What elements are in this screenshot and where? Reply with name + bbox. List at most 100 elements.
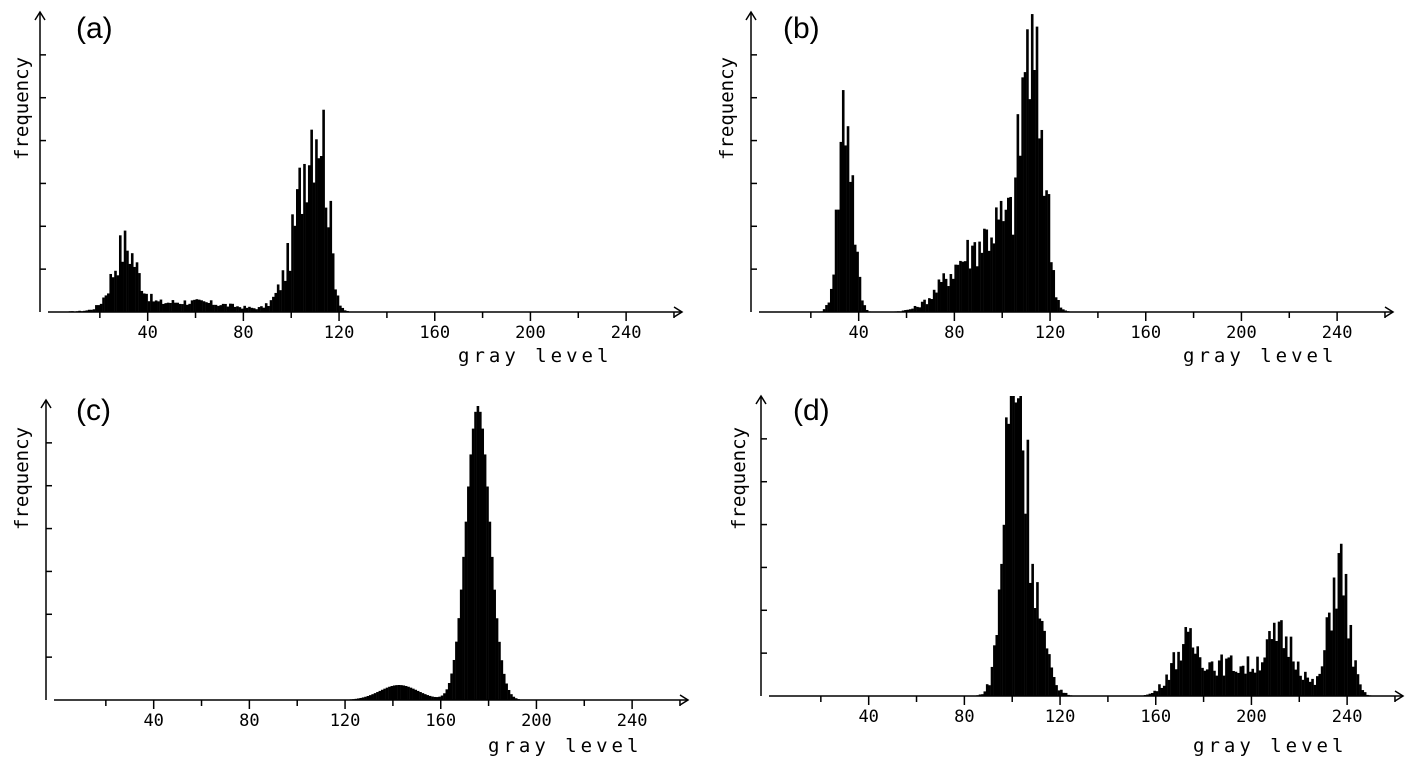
histogram-bar: [1213, 670, 1216, 696]
histogram-bar: [1064, 310, 1068, 312]
histogram-bar: [971, 245, 974, 312]
histogram-bar: [1292, 661, 1295, 696]
histogram-bar: [176, 302, 179, 312]
histogram-bar: [983, 691, 987, 696]
x-tick-label: 120: [330, 711, 361, 731]
histogram-bar: [1196, 646, 1200, 696]
histogram-bar: [400, 685, 403, 700]
histogram-bar: [1186, 631, 1190, 696]
histogram-bar: [140, 290, 144, 312]
histogram-bar: [231, 303, 235, 312]
histogram-bar: [1347, 638, 1350, 696]
histogram-bar: [440, 695, 444, 700]
histogram-bar: [1062, 692, 1066, 696]
histogram-bar: [1007, 197, 1010, 312]
histogram-bar: [1052, 677, 1056, 696]
axes-b: [745, 10, 1395, 321]
histogram-bar: [479, 411, 482, 700]
panel-label-d: (d): [793, 394, 830, 427]
histogram-bar: [1050, 262, 1053, 312]
histogram-bar: [1021, 77, 1024, 312]
histogram-bar: [133, 266, 136, 312]
histogram-bar: [954, 264, 957, 312]
histogram-bar: [853, 244, 857, 312]
histogram-bar: [1009, 196, 1012, 312]
histogram-bar: [85, 310, 89, 312]
histogram-bar: [373, 693, 377, 700]
histogram-bar: [959, 260, 962, 312]
histogram-bar: [1042, 195, 1046, 312]
histogram-bar: [505, 683, 508, 700]
histogram-bar: [849, 181, 852, 312]
histogram-bar: [829, 288, 833, 312]
histogram-bar: [378, 690, 382, 700]
histogram-bar: [174, 302, 177, 312]
histogram-bar: [1261, 662, 1264, 696]
axes-c: [40, 398, 690, 709]
x-tick-label: 160: [425, 711, 456, 731]
histogram-bar: [1227, 657, 1231, 696]
x-tick-label: 80: [954, 707, 974, 727]
histogram-bar: [416, 690, 420, 700]
histogram-bar: [1055, 685, 1058, 696]
xlabel-d: gray level: [1193, 735, 1347, 757]
histogram-bar: [486, 486, 489, 700]
histogram-bar: [368, 695, 372, 700]
histogram-bar: [404, 686, 408, 700]
histogram-bar: [1237, 672, 1240, 696]
histogram-bar: [1038, 138, 1041, 312]
histogram-bar: [1280, 620, 1283, 696]
bars-d: [976, 396, 1372, 696]
histogram-bar: [92, 309, 96, 312]
histogram-bar: [1241, 665, 1245, 696]
histogram-bar: [1323, 650, 1326, 696]
histogram-bar: [1043, 630, 1046, 696]
histogram-bar: [383, 688, 386, 700]
histogram-bar: [1002, 221, 1005, 312]
histogram-bar: [1268, 631, 1271, 696]
histogram-bar: [1023, 72, 1027, 312]
histogram-bar: [1251, 668, 1255, 696]
histogram-bar: [502, 673, 506, 700]
histogram-bar: [1289, 636, 1293, 696]
histogram-bar: [997, 589, 1001, 696]
histogram-bar: [1160, 687, 1164, 696]
histogram-bar: [364, 696, 367, 700]
histogram-bar: [397, 685, 401, 700]
histogram-bar: [1050, 667, 1054, 696]
histogram-bar: [837, 209, 840, 312]
histogram-bar: [928, 298, 931, 312]
histogram-bar: [1014, 402, 1018, 696]
histogram-bar: [1299, 675, 1302, 696]
histogram-bar: [1294, 669, 1298, 696]
histogram-bar: [1332, 577, 1336, 696]
histogram-bar: [296, 189, 299, 312]
histogram-bar: [913, 305, 917, 312]
histogram-bar: [1045, 190, 1048, 312]
histogram-bar: [1361, 690, 1365, 696]
histogram-bar: [844, 145, 847, 312]
histogram-bar: [832, 274, 835, 312]
bars-c: [349, 406, 520, 700]
histogram-bar: [861, 300, 864, 312]
ticks-b: 40 80 120 160 200 240: [848, 323, 1352, 343]
histogram-bar: [916, 306, 919, 312]
histogram-bar: [944, 278, 948, 312]
x-tick-label: 120: [324, 323, 355, 343]
histogram-bar: [1265, 639, 1269, 696]
histogram-bar: [1018, 155, 1022, 312]
histogram-bar: [361, 697, 365, 700]
histogram-bar: [181, 304, 184, 312]
histogram-bar: [904, 310, 907, 312]
histogram-bar: [1177, 651, 1180, 696]
histogram-bar: [481, 428, 485, 700]
histogram-bar: [1244, 673, 1247, 696]
histogram-bar: [142, 293, 146, 312]
histogram-bar: [274, 292, 278, 312]
histogram-bar: [846, 126, 850, 312]
histogram-bar: [935, 292, 938, 312]
histogram-bar: [1172, 652, 1176, 696]
x-tick-label: 120: [1045, 707, 1076, 727]
histogram-bar: [322, 109, 325, 312]
ylabel-a: frequency: [11, 57, 33, 160]
